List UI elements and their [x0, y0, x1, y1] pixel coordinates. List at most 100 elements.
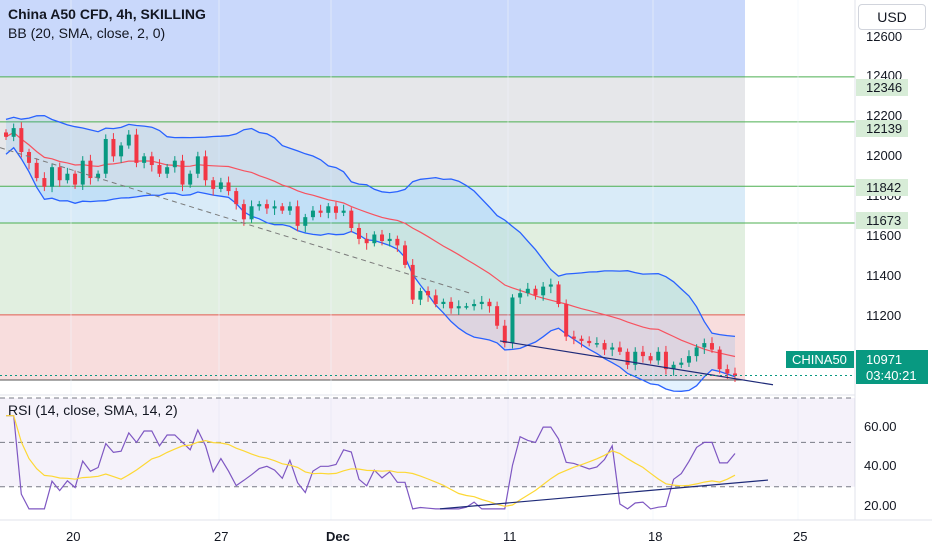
support-trendline — [499, 340, 774, 386]
candle-body — [418, 290, 423, 300]
candle-body — [525, 288, 530, 294]
candle-body — [295, 206, 300, 226]
candle-body — [287, 206, 292, 211]
candle-body — [356, 228, 361, 239]
candle-body — [449, 301, 454, 309]
candle-body — [671, 364, 676, 370]
candle-body — [119, 145, 124, 157]
candle-body — [157, 165, 162, 174]
rsi-tick: 40.00 — [864, 458, 897, 473]
rsi-ma-line — [6, 415, 736, 507]
candle-body — [103, 138, 108, 174]
time-tick: Dec — [326, 529, 350, 544]
level-label-bg — [856, 179, 908, 196]
candle-body — [564, 304, 569, 337]
candle-body — [648, 356, 653, 361]
candle-body — [180, 160, 185, 185]
candle-body — [441, 301, 446, 304]
candle-body — [510, 297, 515, 344]
candle-body — [310, 210, 315, 218]
candle-body — [241, 204, 246, 220]
candle-body — [456, 306, 461, 309]
time-tick: 20 — [66, 529, 80, 544]
candle-body — [387, 238, 392, 242]
candle-body — [172, 160, 177, 168]
level-label-bg — [856, 212, 908, 229]
candle-body — [472, 304, 477, 307]
candle-body — [633, 351, 638, 365]
candle-body — [548, 284, 553, 287]
candle-body — [188, 173, 193, 185]
candle-body — [702, 343, 707, 348]
candle-body — [111, 138, 116, 157]
candle-body — [57, 167, 62, 181]
candle-body — [610, 347, 615, 350]
candle-body — [4, 132, 8, 137]
candle-body — [88, 160, 93, 179]
candle-body — [594, 343, 599, 345]
candle-body — [349, 210, 354, 228]
indicator-label[interactable]: BB (20, SMA, close, 2, 0) — [8, 25, 166, 41]
candle-body — [272, 206, 277, 209]
time-tick: 11 — [503, 529, 517, 544]
candle-body — [303, 217, 308, 226]
candle-body — [234, 191, 239, 205]
level-label-bg — [856, 120, 908, 137]
candle-body — [11, 128, 16, 137]
candle-body — [34, 162, 39, 179]
bb-lower — [5, 146, 736, 392]
dashed-trendline — [0, 147, 471, 294]
time-tick: 18 — [648, 529, 662, 544]
candle-body — [426, 290, 431, 296]
candle-body — [50, 167, 55, 187]
fib-zone — [0, 76, 745, 187]
candle-body — [717, 349, 722, 370]
candle-body — [487, 301, 492, 307]
level-label: 12346 — [866, 80, 902, 95]
candle-body — [602, 343, 607, 350]
candle-body — [380, 234, 385, 242]
candle-body — [280, 206, 285, 211]
candle-body — [65, 173, 70, 181]
candle-body — [640, 351, 645, 357]
price-tick: 12000 — [866, 148, 902, 163]
candle-body — [195, 156, 200, 174]
candle-body — [587, 340, 592, 344]
chart-title: China A50 CFD, 4h, SKILLING — [8, 6, 206, 22]
bb-upper — [5, 114, 736, 338]
price-tick: 11400 — [866, 268, 901, 283]
candle-body — [533, 288, 538, 296]
candle-body — [326, 206, 331, 213]
candle-body — [686, 356, 691, 363]
candle-body — [733, 373, 737, 376]
symbol-tag: CHINA50 — [792, 352, 847, 367]
rsi-tick: 60.00 — [864, 419, 897, 434]
price-tick: 11600 — [866, 228, 901, 243]
price-tick: 11200 — [866, 308, 901, 323]
rsi-trendline — [439, 479, 769, 510]
candles[interactable] — [4, 122, 737, 382]
currency-button[interactable]: USD — [858, 4, 926, 30]
candle-body — [341, 210, 346, 213]
candle-body — [556, 284, 561, 304]
candle-body — [617, 347, 622, 352]
level-label: 12139 — [866, 121, 902, 136]
candle-body — [96, 173, 101, 179]
time-tick: 25 — [793, 529, 807, 544]
candle-body — [149, 156, 154, 166]
candle-body — [142, 156, 147, 163]
trendlines[interactable] — [0, 147, 855, 386]
candle-body — [364, 238, 369, 244]
price-tag: 10971 — [866, 352, 902, 367]
candle-body — [410, 264, 415, 300]
candle-body — [134, 134, 139, 163]
candle-body — [725, 369, 730, 374]
candle-body — [318, 210, 323, 213]
bb-basis — [5, 131, 736, 358]
rsi-label[interactable]: RSI (14, close, SMA, 14, 2) — [8, 402, 178, 418]
candle-body — [333, 206, 338, 213]
fib-zone — [0, 186, 745, 224]
candle-body — [249, 206, 254, 220]
